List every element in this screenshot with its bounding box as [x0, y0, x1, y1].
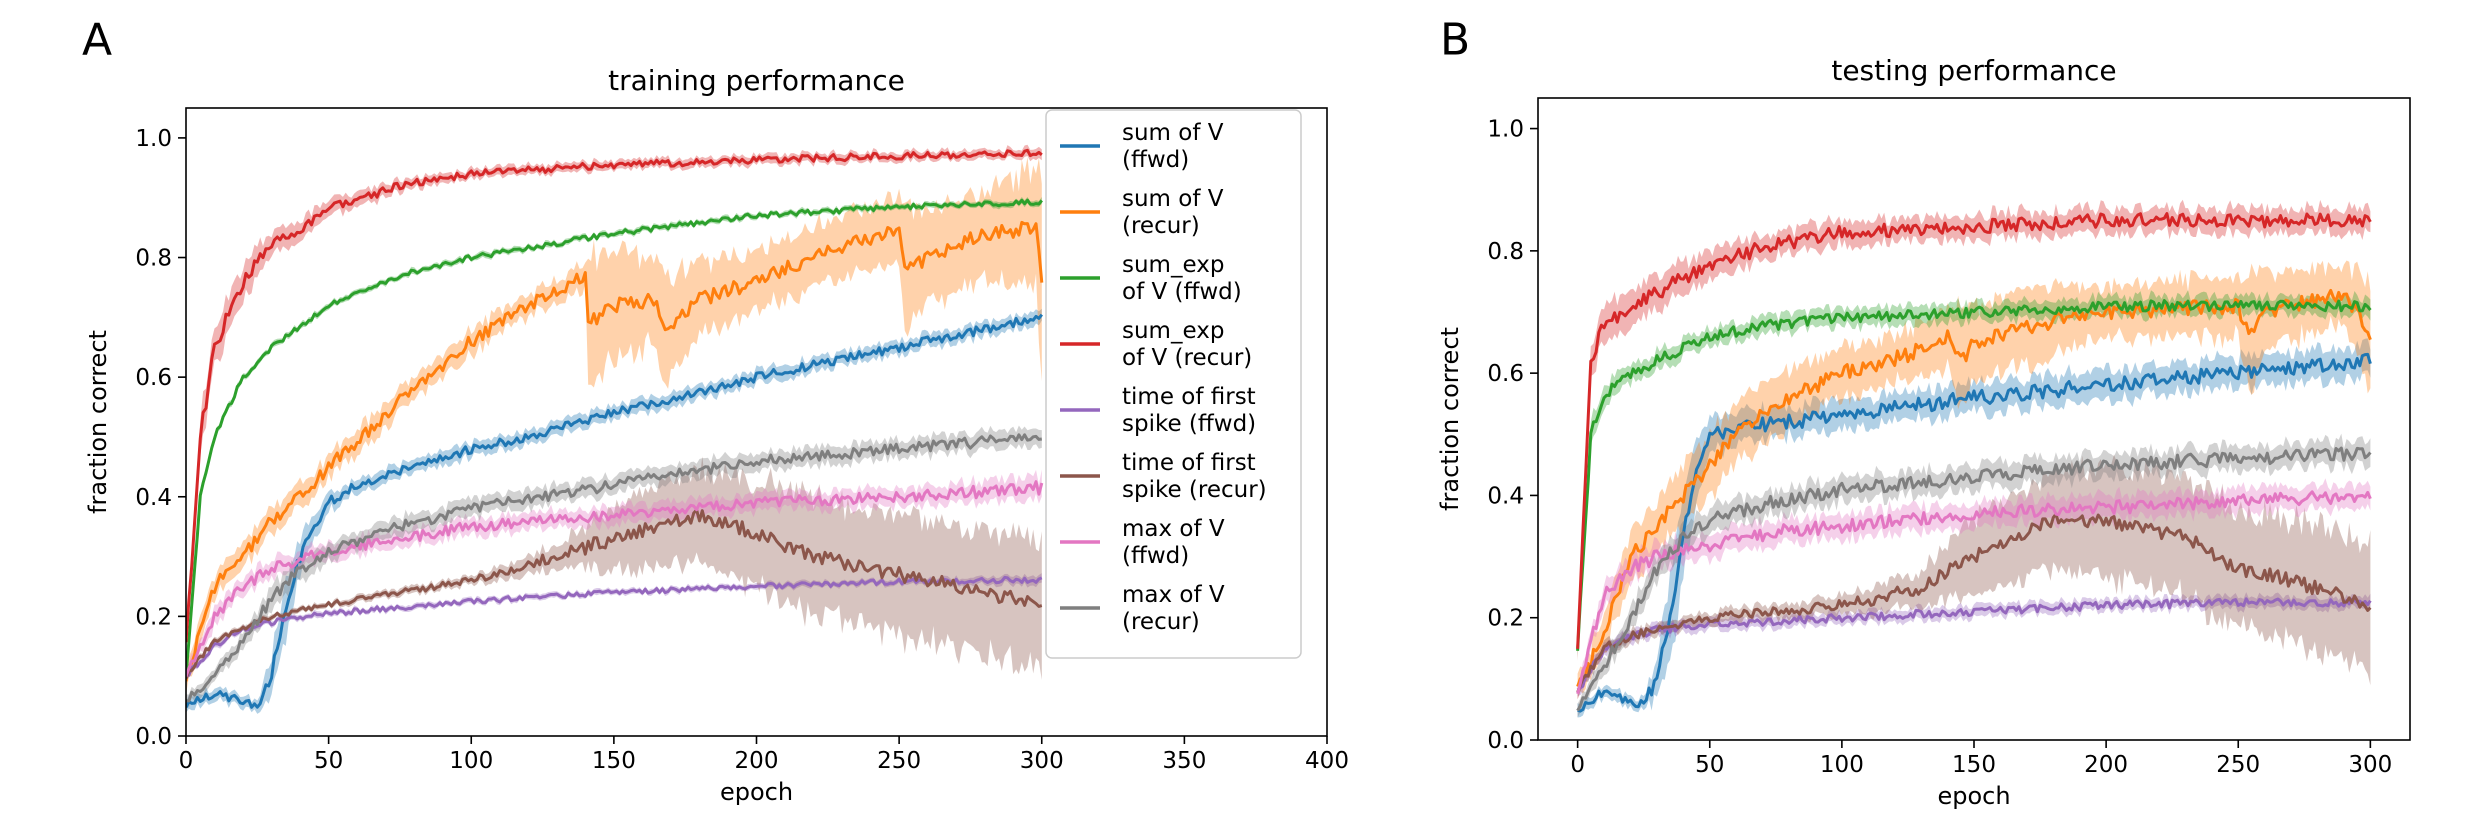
- y-axis-title: fraction correct: [84, 330, 112, 514]
- legend-entry-label: sum_exp: [1122, 252, 1224, 278]
- series-band-0: [1577, 338, 2371, 718]
- x-tick-label: 50: [1695, 752, 1724, 778]
- series-line-3: [1576, 212, 2372, 649]
- series-line-6: [1576, 490, 2372, 695]
- legend-entry-label: time of first: [1122, 450, 1256, 476]
- y-tick-label: 0.4: [135, 485, 172, 511]
- series-band-5: [1577, 454, 2371, 700]
- x-tick-label: 350: [1162, 748, 1206, 774]
- plot-area: [1576, 199, 2372, 718]
- panel-label-a: A: [82, 15, 112, 66]
- y-tick-label: 0.6: [135, 365, 172, 391]
- series-line-2: [1576, 299, 2372, 651]
- x-tick-label: 100: [1820, 752, 1864, 778]
- y-tick-label: 0.0: [1487, 728, 1524, 754]
- legend-entry-label: time of first: [1122, 384, 1256, 410]
- legend-entry-label: sum of V: [1122, 186, 1224, 212]
- series-band-4: [1577, 592, 2371, 697]
- legend-entry-label: (recur): [1122, 213, 1200, 239]
- y-axis-title: fraction correct: [1436, 327, 1464, 511]
- series-band-7: [186, 425, 1042, 708]
- x-tick-label: 200: [2084, 752, 2128, 778]
- series-band-1: [186, 157, 1042, 696]
- x-axis-title: epoch: [720, 778, 793, 806]
- x-tick-label: 300: [2348, 752, 2392, 778]
- legend-entry-label: (recur): [1122, 609, 1200, 635]
- legend-entry-label: of V (recur): [1122, 345, 1252, 371]
- x-axis-title: epoch: [1937, 782, 2010, 810]
- y-tick-label: 0.2: [135, 604, 172, 630]
- x-tick-label: 150: [1952, 752, 1996, 778]
- y-tick-label: 0.0: [135, 724, 172, 750]
- x-tick-label: 250: [877, 748, 921, 774]
- series-line-2: [186, 198, 1043, 677]
- series-line-1: [186, 220, 1044, 682]
- series-line-1: [1576, 288, 2372, 687]
- series-line-0: [1577, 352, 2372, 713]
- x-tick-label: 50: [314, 748, 343, 774]
- x-tick-label: 100: [449, 748, 493, 774]
- x-tick-label: 300: [1020, 748, 1064, 774]
- series-band-5: [186, 456, 1042, 682]
- series-line-5: [1576, 512, 2372, 693]
- legend-entry-label: spike (recur): [1122, 477, 1267, 503]
- series-line-3: [186, 148, 1043, 643]
- legend-entry-label: sum_exp: [1122, 318, 1224, 344]
- legend-box: [1045, 109, 1302, 659]
- y-tick-label: 0.2: [1487, 606, 1524, 632]
- series-band-4: [186, 573, 1042, 679]
- legend-entry-label: (ffwd): [1122, 147, 1189, 173]
- legend-entry-label: max of V: [1122, 582, 1225, 608]
- chart-title: training performance: [608, 64, 905, 97]
- y-tick-label: 0.4: [1487, 483, 1524, 509]
- legend-entry-label: sum of V: [1122, 120, 1224, 146]
- x-tick-label: 150: [592, 748, 636, 774]
- panel-label-b: B: [1440, 15, 1470, 66]
- series-line-7: [1576, 446, 2372, 712]
- plot-area: [186, 144, 1044, 714]
- x-tick-label: 400: [1305, 748, 1349, 774]
- series-line-5: [186, 508, 1043, 680]
- x-tick-label: 0: [179, 748, 194, 774]
- series-line-7: [186, 433, 1043, 703]
- chart-title: testing performance: [1831, 54, 2116, 87]
- x-tick-label: 250: [2216, 752, 2260, 778]
- legend-entry-label: (ffwd): [1122, 543, 1189, 569]
- legend-entry-label: max of V: [1122, 516, 1225, 542]
- legend-entry-label: of V (ffwd): [1122, 279, 1242, 305]
- y-tick-label: 0.8: [135, 246, 172, 272]
- series-band-6: [186, 469, 1042, 683]
- legend-entry-label: spike (ffwd): [1122, 411, 1256, 437]
- series-line-4: [186, 575, 1043, 677]
- y-tick-label: 0.6: [1487, 361, 1524, 387]
- y-tick-label: 0.8: [1487, 239, 1524, 265]
- x-tick-label: 200: [735, 748, 779, 774]
- x-tick-label: 0: [1570, 752, 1585, 778]
- y-tick-label: 1.0: [135, 126, 172, 152]
- y-tick-label: 1.0: [1487, 117, 1524, 143]
- series-line-0: [186, 313, 1043, 709]
